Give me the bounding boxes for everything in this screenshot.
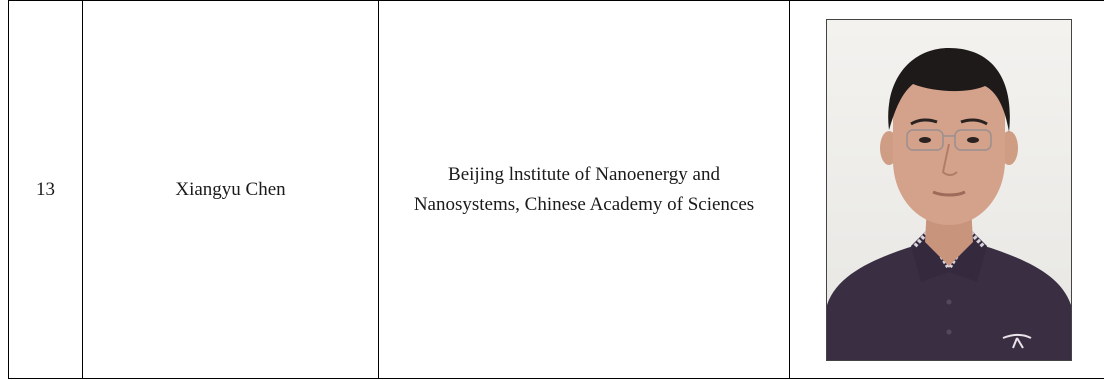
face — [892, 59, 1005, 225]
nose — [941, 143, 958, 176]
row-number: 13 — [36, 178, 55, 200]
mouth — [931, 190, 966, 196]
hair — [887, 47, 1010, 132]
member-name: Xiangyu Chen — [175, 178, 286, 200]
shirt-button — [946, 329, 951, 334]
portrait-photo — [825, 18, 1072, 361]
right-eye — [966, 136, 979, 143]
left-lens — [905, 128, 944, 151]
left-eye — [918, 136, 931, 143]
shirt-logo — [1002, 333, 1031, 349]
member-table: 13 Xiangyu Chen Beijing lnstitute of Nan… — [8, 0, 1104, 379]
member-affiliation: Beijing lnstitute of Nanoenergy and Nano… — [413, 163, 755, 215]
table-row: 13 Xiangyu Chen Beijing lnstitute of Nan… — [8, 0, 1104, 379]
right-lens — [953, 128, 992, 151]
name-cell: Xiangyu Chen — [82, 0, 379, 379]
photo-cell — [789, 0, 1104, 379]
affiliation-cell: Beijing lnstitute of Nanoenergy and Nano… — [378, 0, 790, 379]
shirt-button — [946, 299, 951, 304]
row-number-cell: 13 — [8, 0, 83, 379]
left-eyebrow — [909, 117, 938, 125]
right-eyebrow — [959, 117, 988, 125]
portrait-illustration — [826, 47, 1071, 360]
